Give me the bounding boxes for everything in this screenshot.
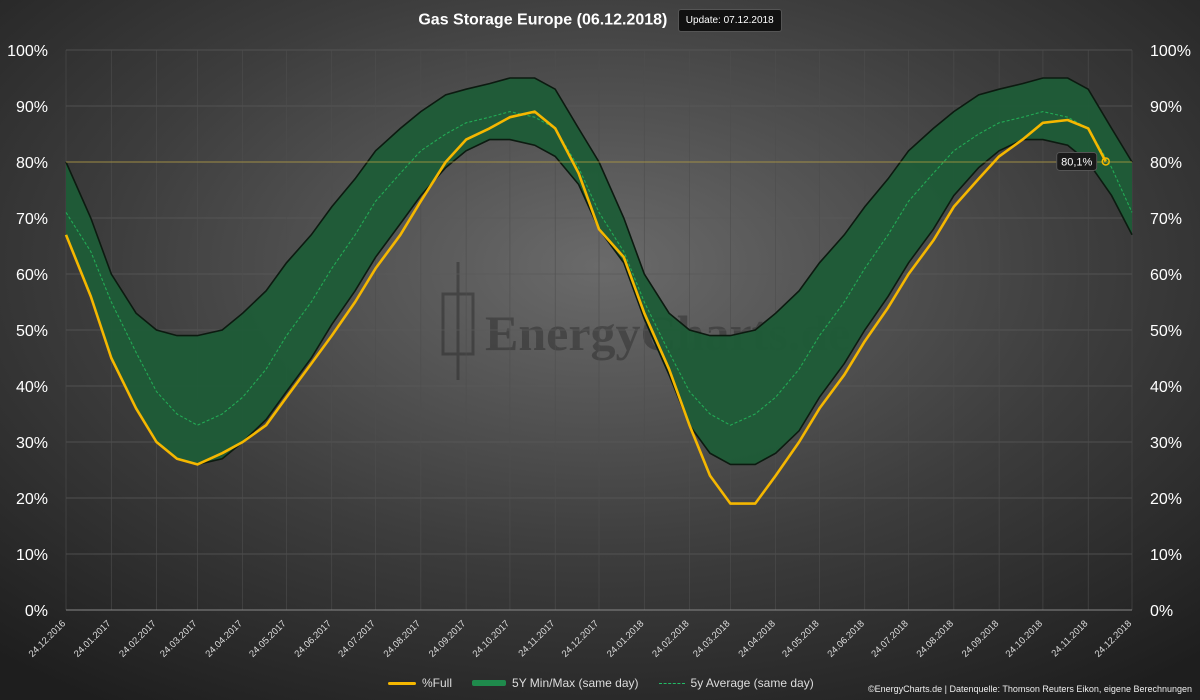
y-tick-label-right: 80% — [1150, 155, 1182, 172]
y-tick-label-left: 10% — [16, 547, 48, 564]
legend-item-minmax[interactable]: 5Y Min/Max (same day) — [472, 676, 639, 690]
title-bar: Gas Storage Europe (06.12.2018) Update: … — [0, 9, 1200, 32]
y-tick-label-right: 0% — [1150, 603, 1173, 620]
series-minmax-band — [66, 78, 1132, 465]
y-tick-label-left: 100% — [7, 43, 48, 60]
lines-layer: 80,1% — [64, 110, 1133, 505]
y-tick-label-left: 90% — [16, 99, 48, 116]
y-tick-label-left: 50% — [16, 323, 48, 340]
y-tick-label-right: 70% — [1150, 211, 1182, 228]
watermark-candle-icon — [441, 292, 475, 356]
y-tick-label-left: 30% — [16, 435, 48, 452]
y-tick-label-right: 100% — [1150, 43, 1191, 60]
series-full-line — [64, 110, 1107, 505]
y-tick-label-right: 30% — [1150, 435, 1182, 452]
chart-title: Gas Storage Europe (06.12.2018) — [418, 11, 668, 29]
y-tick-label-right: 50% — [1150, 323, 1182, 340]
y-tick-label-right: 10% — [1150, 547, 1182, 564]
y-tick-label-right: 60% — [1150, 267, 1182, 284]
legend-swatch-average — [658, 682, 685, 684]
legend-label-average: 5y Average (same day) — [690, 676, 814, 690]
legend-swatch-full — [388, 681, 416, 685]
update-badge: Update: 07.12.2018 — [677, 9, 782, 32]
y-tick-label-right: 20% — [1150, 491, 1182, 508]
y-tick-label-left: 80% — [16, 155, 48, 172]
legend-label-minmax: 5Y Min/Max (same day) — [512, 676, 639, 690]
y-tick-label-left: 0% — [25, 603, 48, 620]
y-tick-label-left: 70% — [16, 211, 48, 228]
source-credit: ©EnergyCharts.de | Datenquelle: Thomson … — [868, 684, 1192, 694]
y-tick-label-right: 40% — [1150, 379, 1182, 396]
legend-item-full[interactable]: %Full — [388, 676, 452, 690]
legend: %Full 5Y Min/Max (same day) 5y Average (… — [388, 676, 814, 690]
legend-item-average[interactable]: 5y Average (same day) — [658, 676, 814, 690]
y-tick-label-left: 40% — [16, 379, 48, 396]
series-average-line — [65, 111, 1133, 426]
current-value-badge — [1056, 151, 1098, 171]
current-value-label: 80,1% — [1061, 156, 1092, 168]
y-tick-label-left: 20% — [16, 491, 48, 508]
legend-swatch-minmax — [472, 680, 507, 686]
y-tick-label-left: 60% — [16, 267, 48, 284]
current-value-marker — [1101, 157, 1110, 166]
y-tick-label-right: 90% — [1150, 99, 1182, 116]
legend-label-full: %Full — [422, 676, 453, 690]
